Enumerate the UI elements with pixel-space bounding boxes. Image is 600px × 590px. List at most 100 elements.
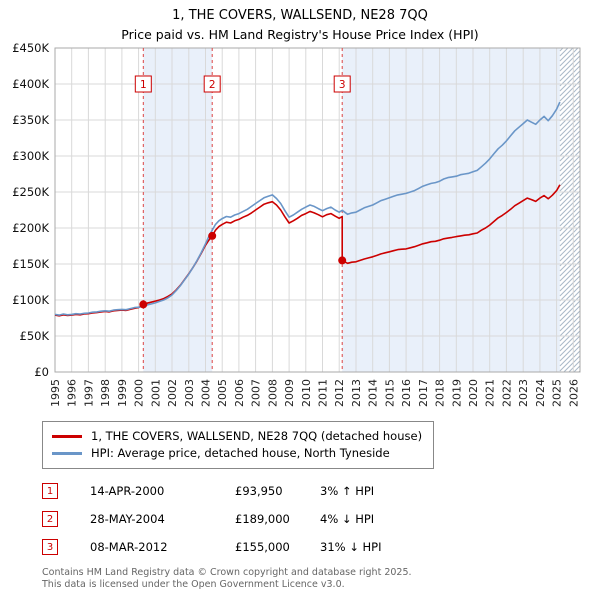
sale-marker bbox=[208, 231, 217, 240]
transaction-price: £155,000 bbox=[235, 540, 290, 554]
hatch-line bbox=[559, 50, 581, 72]
hatch-line bbox=[559, 280, 581, 302]
page-subtitle: Price paid vs. HM Land Registry's House … bbox=[121, 27, 479, 42]
price-hpi-chart: 1995 1996 1997 1998 1999 2000 2001 2002 2003 2004… bbox=[12, 42, 581, 407]
y-tick-label: £350K bbox=[12, 113, 49, 127]
hatch-line bbox=[559, 295, 581, 317]
x-tick-label: 2014 bbox=[367, 379, 380, 407]
hatch-line bbox=[559, 75, 581, 97]
transaction-row: 2 28-MAY-2004 £189,000 4% ↓ HPI bbox=[42, 511, 600, 527]
hatch-line bbox=[559, 350, 581, 372]
plot-border bbox=[54, 47, 581, 373]
x-tick-label: 2003 bbox=[183, 379, 196, 407]
hatch-line bbox=[559, 100, 581, 122]
hatch-line bbox=[559, 180, 581, 202]
x-tick-label: 2019 bbox=[450, 379, 463, 407]
hatch-line bbox=[559, 235, 581, 257]
hatch-line bbox=[559, 105, 581, 127]
x-tick-label: 2022 bbox=[500, 379, 513, 407]
y-tick-label: £150K bbox=[12, 257, 49, 271]
x-tick-label: 1997 bbox=[82, 379, 95, 407]
y-tick-label: £0 bbox=[34, 365, 49, 379]
transaction-row: 3 08-MAR-2012 £155,000 31% ↓ HPI bbox=[42, 539, 600, 555]
hatch-line bbox=[559, 335, 581, 357]
hatch-line bbox=[559, 90, 581, 112]
transaction-date: 14-APR-2000 bbox=[90, 484, 165, 498]
hatch-line bbox=[559, 250, 581, 272]
hatch-line bbox=[559, 230, 581, 252]
hatch-line bbox=[563, 355, 581, 373]
transaction-date: 28-MAY-2004 bbox=[90, 512, 165, 526]
transaction-number-badge: 1 bbox=[42, 483, 58, 499]
hatch-line bbox=[559, 165, 581, 187]
hatch-line bbox=[568, 360, 581, 373]
x-tick-label: 2008 bbox=[266, 379, 279, 407]
hatch-line bbox=[559, 155, 581, 177]
hatch-line bbox=[573, 365, 581, 373]
hatch-line bbox=[559, 320, 581, 342]
hatch-line bbox=[559, 65, 581, 87]
hatch-line bbox=[559, 215, 581, 237]
footer-line-licence: This data is licensed under the Open Gov… bbox=[42, 579, 345, 590]
x-tick-label: 2017 bbox=[417, 379, 430, 407]
y-tick-label: £250K bbox=[12, 185, 49, 199]
hatch-line bbox=[559, 47, 569, 57]
hatch-line bbox=[559, 290, 581, 312]
x-tick-label: 2018 bbox=[434, 379, 447, 407]
transaction-hpi-delta: 31% ↓ HPI bbox=[320, 540, 382, 554]
legend-label-price-paid: 1, THE COVERS, WALLSEND, NE28 7QQ (detac… bbox=[91, 429, 423, 443]
hatch-line bbox=[559, 150, 581, 172]
hatch-line bbox=[559, 270, 581, 292]
transaction-number-badge: 3 bbox=[42, 539, 58, 555]
hatch-line bbox=[559, 47, 579, 67]
x-tick-label: 1995 bbox=[49, 379, 62, 407]
hatch-line bbox=[559, 245, 581, 267]
hpi-line bbox=[54, 101, 561, 316]
hatch-line bbox=[559, 60, 581, 82]
x-tick-label: 2021 bbox=[484, 379, 497, 407]
hatch-line bbox=[559, 120, 581, 142]
x-tick-label: 2007 bbox=[250, 379, 263, 407]
hatch-line bbox=[559, 140, 581, 162]
x-tick-label: 1998 bbox=[99, 379, 112, 407]
footer-line-copyright: Contains HM Land Registry data © Crown c… bbox=[42, 567, 412, 578]
x-tick-label: 2015 bbox=[383, 379, 396, 407]
x-tick-label: 2004 bbox=[200, 379, 213, 407]
y-tick-label: £100K bbox=[12, 293, 49, 307]
sale-marker bbox=[139, 300, 148, 309]
x-tick-label: 2001 bbox=[149, 379, 162, 407]
legend-item-hpi: HPI: Average price, detached house, Nort… bbox=[52, 445, 424, 462]
x-tick-label: 2010 bbox=[300, 379, 313, 407]
y-tick-label: £450K bbox=[12, 42, 49, 55]
hatch-line bbox=[559, 220, 581, 242]
x-tick-label: 2026 bbox=[567, 379, 580, 407]
hatch-line bbox=[559, 115, 581, 137]
hatch-line bbox=[559, 305, 581, 327]
sale-number-badge bbox=[134, 75, 152, 93]
hatch-line bbox=[559, 240, 581, 262]
transaction-price: £93,950 bbox=[235, 484, 283, 498]
hatch-line bbox=[559, 255, 581, 277]
x-tick-label: 2002 bbox=[166, 379, 179, 407]
transaction-date: 08-MAR-2012 bbox=[90, 540, 168, 554]
x-tick-label: 1996 bbox=[66, 379, 79, 407]
transaction-price: £189,000 bbox=[235, 512, 290, 526]
y-tick-label: £400K bbox=[12, 77, 49, 91]
hatch-line bbox=[559, 95, 581, 117]
hatch-line bbox=[559, 185, 581, 207]
x-tick-label: 2024 bbox=[534, 379, 547, 407]
hatch-line bbox=[559, 345, 581, 367]
hatch-line bbox=[559, 225, 581, 247]
hatch-line bbox=[559, 300, 581, 322]
hatch-line bbox=[559, 135, 581, 157]
transactions: 1 14-APR-2000 £93,950 3% ↑ HPI 2 28-MAY-… bbox=[42, 483, 600, 555]
hatch-line bbox=[559, 47, 574, 62]
transaction-number-badge: 2 bbox=[42, 511, 58, 527]
x-tick-label: 2009 bbox=[283, 379, 296, 407]
hatch-line bbox=[559, 170, 581, 192]
y-tick-label: £300K bbox=[12, 149, 49, 163]
price-line-swatch bbox=[52, 435, 82, 438]
y-tick-label: £200K bbox=[12, 221, 49, 235]
sale-number-badge-label: 1 bbox=[140, 79, 147, 91]
